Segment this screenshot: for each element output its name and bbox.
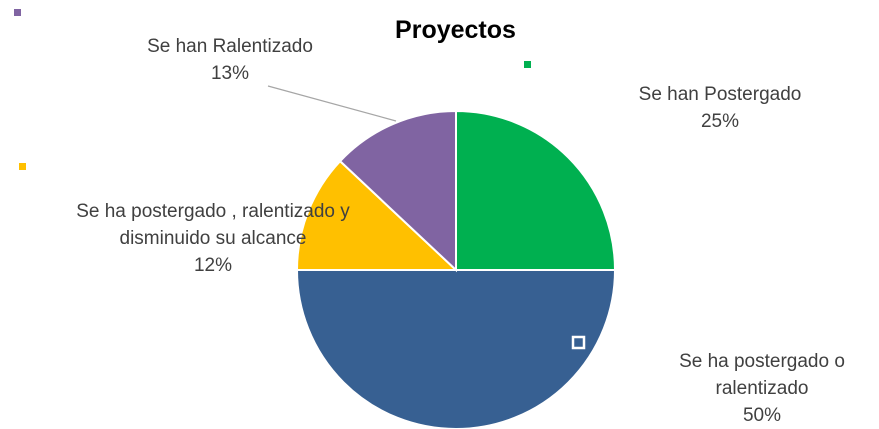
pie-slice	[338, 109, 457, 273]
data-label: Se ha postergado , ralentizado y disminu…	[43, 198, 383, 279]
pie-slice	[295, 269, 617, 429]
legend-marker	[524, 61, 531, 68]
slice-category: Se ha postergado o ralentizado	[679, 351, 845, 399]
pie-slice	[455, 109, 617, 271]
slice-value-label: 25%	[700, 111, 740, 132]
data-label: Se ha postergado o ralentizado 50%	[652, 348, 872, 429]
leader-line	[267, 85, 397, 122]
selection-handle	[571, 335, 586, 350]
slice-category: Se han Postergado	[638, 84, 802, 105]
legend-marker	[14, 9, 21, 16]
pie-slice	[295, 159, 459, 271]
chart-title: Proyectos	[395, 16, 516, 44]
slice-category: Se ha postergado , ralentizado y disminu…	[76, 201, 350, 249]
data-label: Se han Postergado 25%	[600, 81, 840, 135]
slice-category: Se han Ralentizado	[147, 36, 313, 57]
slice-value-label: 50%	[742, 405, 782, 426]
slice-value-label: 12%	[193, 255, 233, 276]
slice-value-label: 13%	[210, 63, 250, 84]
data-label: Se han Ralentizado 13%	[110, 33, 350, 87]
legend-marker	[19, 163, 26, 170]
